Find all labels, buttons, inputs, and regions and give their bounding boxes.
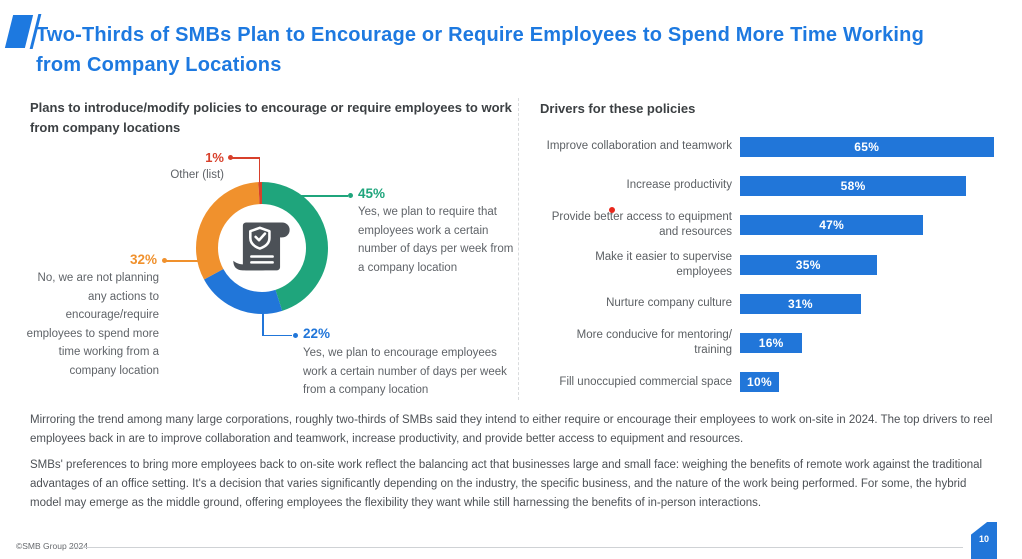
bar-row: Improve collaboration and teamwork 65% <box>540 127 1010 166</box>
callout-line-22-h <box>262 334 292 336</box>
copyright-text: ©SMB Group 2024 <box>16 541 88 551</box>
bar-row: Make it easier to supervise employees 35% <box>540 245 1010 284</box>
donut-segment-32pct <box>196 182 328 314</box>
callout-line-22-v <box>262 310 264 336</box>
bar-label: Fill unoccupied commercial space <box>559 375 732 388</box>
page-number-tab: 10 <box>971 522 997 559</box>
donut-label-32pct: 32% <box>129 252 157 267</box>
bar-row: Fill unoccupied commercial space 10% <box>540 363 1010 402</box>
callout-line-1-h <box>232 157 260 159</box>
bar-label: Provide better access to equipment and re… <box>551 211 732 239</box>
bar: 31% <box>740 293 861 314</box>
callout-dot-32 <box>162 258 167 263</box>
bar-label: Increase productivity <box>626 179 732 192</box>
page-title: Two-Thirds of SMBs Plan to Encourage or … <box>36 24 925 76</box>
bar-row: Increase productivity 58% <box>540 166 1010 205</box>
policy-scroll-shield-check-icon <box>233 222 290 271</box>
donut-desc-32pct: No, we are not planning any actions to e… <box>26 272 159 377</box>
callout-line-32 <box>166 260 202 262</box>
bar: 35% <box>740 254 877 275</box>
callout-dot-45 <box>348 193 353 198</box>
bar: 65% <box>740 136 994 157</box>
bar-chart-title: Drivers for these policies <box>540 101 696 116</box>
donut-desc-1pct: Other (list) <box>170 169 224 181</box>
callout-line-45 <box>296 195 348 197</box>
donut-chart <box>196 182 328 314</box>
callout-dot-1 <box>228 155 233 160</box>
bar-value-label: 58% <box>840 178 866 193</box>
bar: 47% <box>740 215 924 236</box>
bar: 16% <box>740 333 803 354</box>
bar-row: Provide better access to equipment and re… <box>540 206 1010 245</box>
donut-segment-1pct <box>196 182 328 314</box>
body-paragraph-2: SMBs' preferences to bring more employee… <box>30 459 983 509</box>
bar-label: Improve collaboration and teamwork <box>546 140 732 153</box>
section-divider <box>518 98 519 400</box>
bar-row: Nurture company culture 31% <box>540 284 1010 323</box>
donut-chart-title: Plans to introduce/modify policies to en… <box>30 100 512 135</box>
donut-segment-22pct <box>196 182 328 314</box>
callout-dot-22 <box>293 332 298 338</box>
bar-value-label: 47% <box>819 218 845 233</box>
red-dot-artifact <box>609 207 615 213</box>
bar: 58% <box>740 175 967 196</box>
callout-line-1-v <box>258 157 260 186</box>
slash-logo-icon <box>4 15 34 48</box>
page-number: 10 <box>978 534 989 544</box>
bar-value-label: 16% <box>758 336 784 351</box>
bar-value-label: 10% <box>747 375 772 390</box>
bar-label: Nurture company culture <box>606 297 732 310</box>
donut-label-1pct: 1% <box>205 150 224 165</box>
bar-row: More conducive for mentoring/training 16% <box>540 323 1010 362</box>
bar-chart: Improve collaboration and teamwork 65% Inc… <box>540 127 1010 402</box>
body-paragraph-1: Mirroring the trend among many large cor… <box>30 414 993 445</box>
donut-label-45pct: 45% <box>358 186 386 201</box>
bar-label: Make it easier to supervise employees <box>595 250 732 278</box>
bar-value-label: 65% <box>854 139 880 154</box>
bar: 10% <box>740 372 779 393</box>
bar-label: More conducive for mentoring/training <box>576 329 732 357</box>
donut-label-22pct: 22% <box>303 326 331 341</box>
bar-value-label: 35% <box>795 257 821 272</box>
donut-desc-45pct: Yes, we plan to require that employees w… <box>358 206 514 274</box>
donut-desc-22pct: Yes, we plan to encourage employees work… <box>303 347 507 396</box>
footer-divider <box>69 547 963 548</box>
bar-value-label: 31% <box>787 296 813 311</box>
